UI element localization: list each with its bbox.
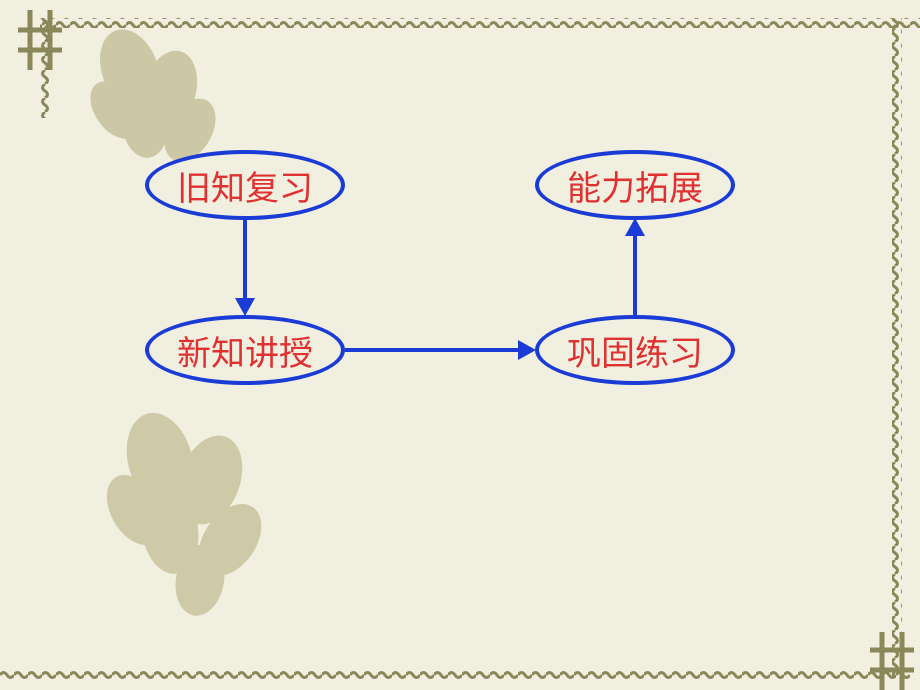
arrow-down-icon	[235, 298, 255, 316]
flowchart-edge	[345, 348, 520, 352]
arrow-up-icon	[625, 218, 645, 236]
arrow-right-icon	[518, 340, 536, 360]
flowchart-node-practice[interactable]: 巩固练习	[535, 315, 735, 385]
flowchart-node-teach[interactable]: 新知讲授	[145, 315, 345, 385]
node-label: 巩固练习	[567, 326, 703, 375]
flowchart-node-extend[interactable]: 能力拓展	[535, 150, 735, 220]
flowchart-edge	[243, 220, 247, 300]
node-label: 能力拓展	[567, 161, 703, 210]
flowchart-edge	[633, 235, 637, 315]
node-label: 新知讲授	[177, 326, 313, 375]
flowchart-canvas: 旧知复习 新知讲授 巩固练习 能力拓展	[0, 0, 920, 690]
node-label: 旧知复习	[177, 161, 313, 210]
flowchart-node-review[interactable]: 旧知复习	[145, 150, 345, 220]
